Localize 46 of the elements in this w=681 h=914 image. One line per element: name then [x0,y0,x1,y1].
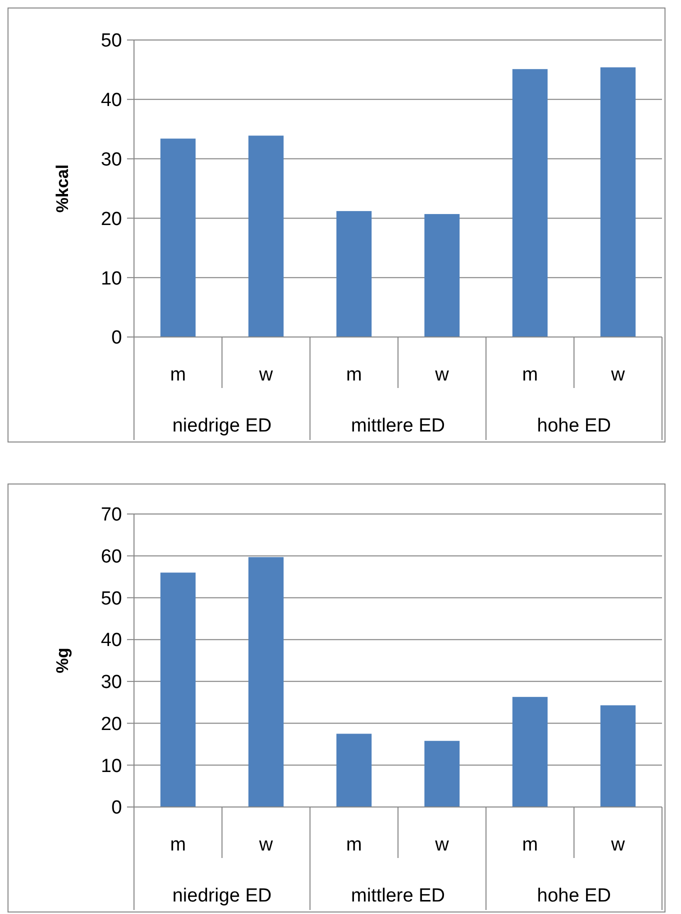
text: hohe ED [537,886,611,907]
y-tick-label: 60 [100,546,122,568]
y-tick-label: 30 [100,672,122,694]
bar [160,572,196,807]
text: mittlere ED [351,886,445,907]
bar [424,740,460,807]
x-tick-label: w [434,834,450,856]
y-tick-label: 20 [100,208,122,230]
y-tick-label: 10 [100,268,122,290]
x-tick-label: m [346,834,362,856]
bar [512,696,548,807]
bar [248,136,284,337]
y-tick-label: 40 [100,90,122,112]
y-tick-label: 30 [100,149,122,170]
text: niedrige ED [172,416,272,437]
text: mittlere ED [351,416,445,437]
x-tick-label: w [258,834,274,856]
x-tick-label: m [346,364,362,386]
y-axis-title: %g [53,648,72,674]
y-tick-label: 50 [100,588,122,610]
bar [512,69,548,337]
x-tick-label: w [258,364,274,386]
x-tick-label: m [170,834,186,856]
y-tick-label: 70 [100,504,122,526]
y-tick-label: 10 [100,756,122,777]
bar [424,214,460,337]
x-tick-label: w [610,364,626,386]
bar [248,557,284,807]
x-tick-label: w [610,834,626,856]
y-tick-label: 20 [100,714,122,735]
bar [336,211,372,337]
bar [336,734,372,807]
bar [600,67,636,337]
x-tick-label: m [170,364,186,386]
text: hohe ED [537,416,611,437]
y-tick-label: 0 [111,798,122,819]
x-tick-label: m [522,834,538,856]
y-tick-label: 0 [111,328,122,349]
x-tick-label: w [434,364,450,386]
x-tick-label: m [522,364,538,386]
y-axis-title: %kcal [53,164,72,213]
y-tick-label: 40 [100,630,122,652]
bar [160,138,196,337]
bar [600,705,636,807]
y-tick-label: 50 [100,30,122,52]
text: niedrige ED [172,886,272,907]
